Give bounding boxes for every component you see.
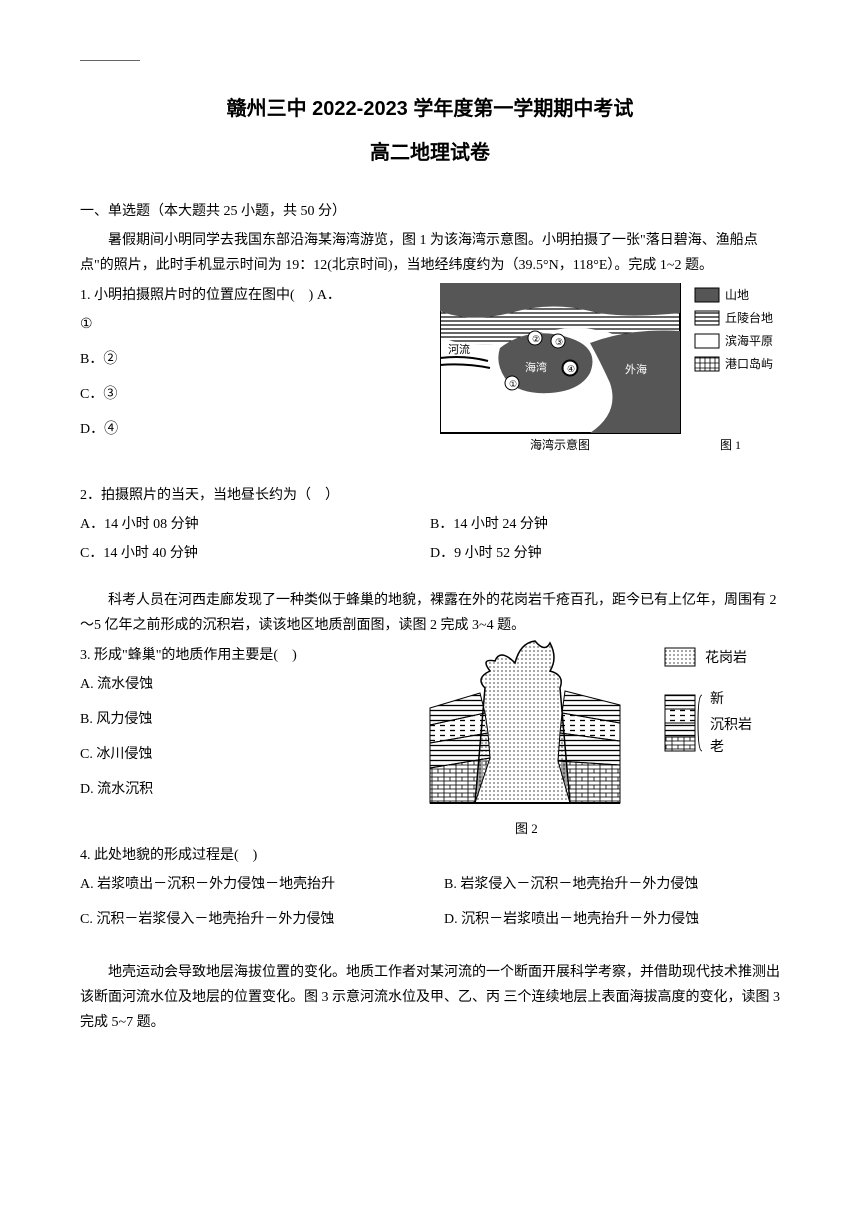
legend-old: 老 <box>710 739 724 755</box>
title-sub: 高二地理试卷 <box>80 135 780 171</box>
geology-section-icon: 花岗岩 新 沉积岩 老 图 2 <box>420 633 780 843</box>
q2-opt-a: A．14 小时 08 分钟 <box>80 512 430 537</box>
passage-1: 暑假期间小明同学去我国东部沿海某海湾游览，图 1 为该海湾示意图。小明拍摄了一张… <box>80 228 780 278</box>
legend-port: 港口岛屿 <box>725 356 773 371</box>
fig2-num: 图 2 <box>515 821 538 836</box>
page-top-rule <box>80 60 140 61</box>
svg-text:③: ③ <box>555 337 563 347</box>
q4-opt-a: A. 岩浆喷出－沉积－外力侵蚀－地壳抬升 <box>80 872 416 897</box>
title-main: 赣州三中 2022-2023 学年度第一学期期中考试 <box>80 91 780 127</box>
q1-block: 1. 小明拍摄照片时的位置应在图中( ) A． ① B．② C．③ D．④ <box>80 283 780 483</box>
fig1-caption: 海湾示意图 <box>530 437 590 452</box>
q4-opt-b: B. 岩浆侵入－沉积－地壳抬升－外力侵蚀 <box>444 872 780 897</box>
q4-opt-c: C. 沉积－岩浆侵入－地壳抬升－外力侵蚀 <box>80 907 416 932</box>
section-header: 一、单选题（本大题共 25 小题，共 50 分） <box>80 199 780 224</box>
q2-opt-d: D．9 小时 52 分钟 <box>430 541 780 566</box>
passage-2: 科考人员在河西走廊发现了一种类似于蜂巢的地貌，裸露在外的花岗岩千疮百孔，距今已有… <box>80 588 780 638</box>
label-bay: 海湾 <box>525 360 547 374</box>
q4-opt-d: D. 沉积－岩浆喷出－地壳抬升－外力侵蚀 <box>444 907 780 932</box>
fig1-num: 图 1 <box>720 438 741 452</box>
svg-text:④: ④ <box>567 364 575 374</box>
label-sea: 外海 <box>625 362 647 376</box>
legend-plain: 滨海平原 <box>725 333 773 348</box>
legend-mountain: 山地 <box>725 288 749 302</box>
figure-1: 河流 海湾 外海 ① ② ③ ④ 山地 丘陵台地 滨海平原 港口岛屿 海湾示意图… <box>440 283 780 453</box>
passage-3: 地壳运动会导致地层海拔位置的变化。地质工作者对某河流的一个断面开展科学考察，并借… <box>80 960 780 1036</box>
q3-block: 3. 形成"蜂巢"的地质作用主要是( ) A. 流水侵蚀 B. 风力侵蚀 C. … <box>80 643 780 843</box>
label-river: 河流 <box>448 342 470 356</box>
q2-stem: 2．拍摄照片的当天，当地昼长约为（ ） <box>80 483 780 508</box>
q2-opt-b: B．14 小时 24 分钟 <box>430 512 780 537</box>
bay-map-icon: 河流 海湾 外海 ① ② ③ ④ 山地 丘陵台地 滨海平原 港口岛屿 海湾示意图… <box>440 283 780 453</box>
svg-text:②: ② <box>532 334 540 344</box>
legend-sedimentary: 沉积岩 <box>710 717 752 733</box>
legend-hills: 丘陵台地 <box>725 310 773 325</box>
legend-granite: 花岗岩 <box>705 650 747 666</box>
legend-new: 新 <box>710 691 724 707</box>
q2-opt-c: C．14 小时 40 分钟 <box>80 541 430 566</box>
svg-text:①: ① <box>509 379 517 389</box>
figure-2: 花岗岩 新 沉积岩 老 图 2 <box>420 633 780 852</box>
